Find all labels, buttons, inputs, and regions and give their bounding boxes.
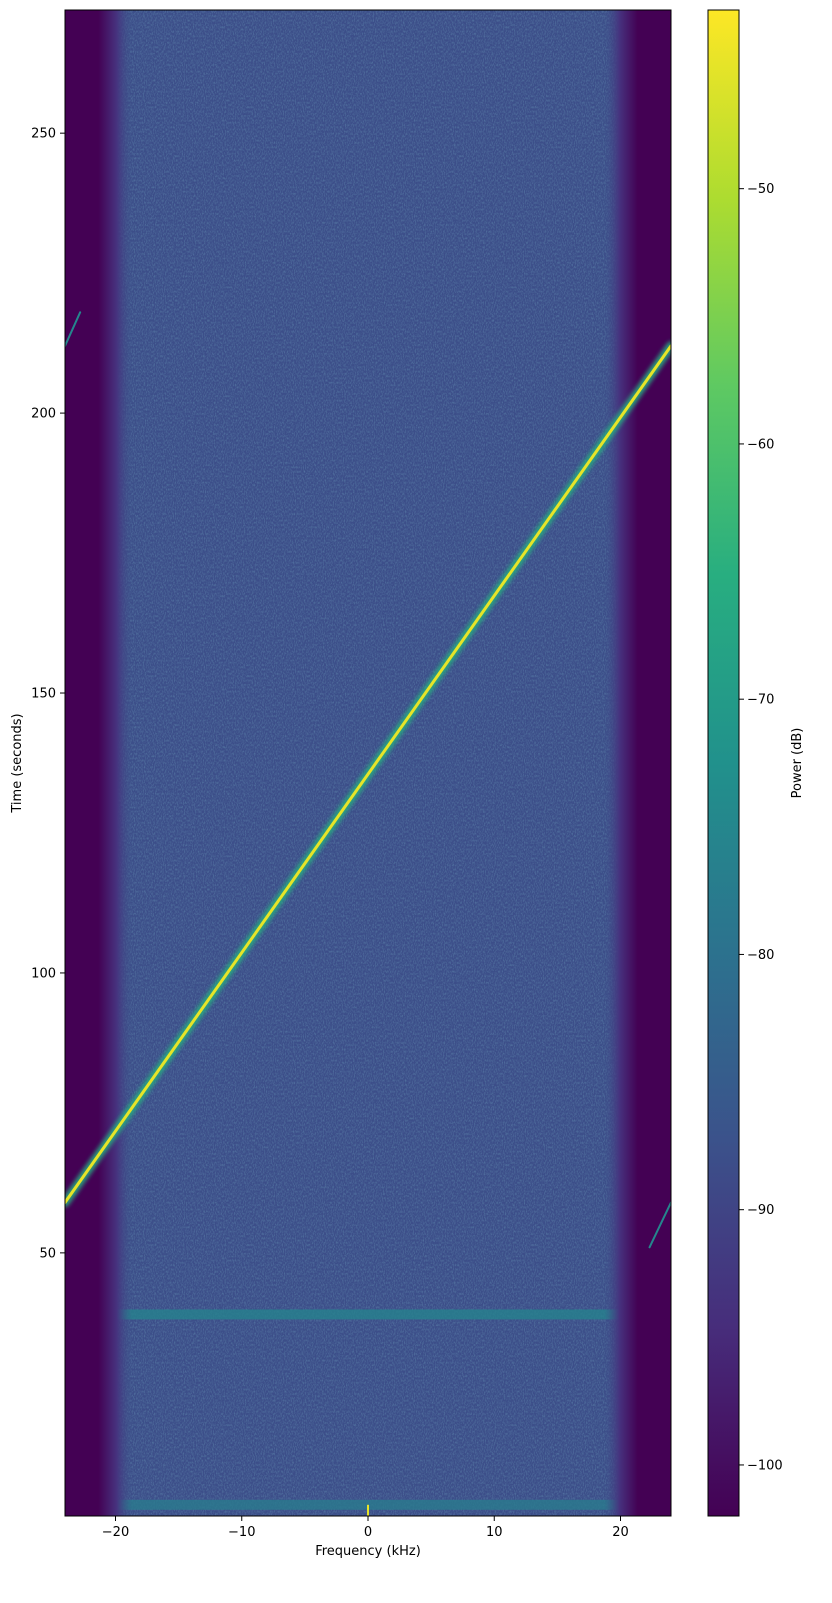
x-tick-label: 10 bbox=[486, 1525, 503, 1540]
y-tick-label: 50 bbox=[39, 1246, 56, 1261]
x-tick-label: 20 bbox=[612, 1525, 629, 1540]
colorbar-tick-label: −80 bbox=[747, 948, 774, 963]
band-edge-shading bbox=[65, 10, 671, 1516]
x-tick-label: −20 bbox=[102, 1525, 129, 1540]
plot-area bbox=[64, 9, 672, 1517]
x-axis-label: Frequency (kHz) bbox=[315, 1544, 421, 1559]
colorbar: −100 −90 −80 −70 −60 −50 Power (dB) bbox=[707, 9, 805, 1517]
dc-carrier-mark bbox=[367, 1504, 369, 1516]
colorbar-tick-label: −100 bbox=[747, 1458, 783, 1473]
colorbar-tick-label: −70 bbox=[747, 693, 774, 708]
y-tick-label: 100 bbox=[31, 966, 56, 981]
x-tick-label: −10 bbox=[228, 1525, 255, 1540]
x-tick-label: 0 bbox=[364, 1525, 372, 1540]
y-axis-label: Time (seconds) bbox=[10, 713, 25, 813]
colorbar-ticks: −100 −90 −80 −70 −60 −50 bbox=[739, 182, 783, 1473]
y-tick-label: 250 bbox=[31, 127, 56, 142]
x-axis: −20 −10 0 10 20 bbox=[102, 1516, 629, 1540]
spectrogram-image bbox=[65, 10, 671, 1516]
colorbar-gradient bbox=[707, 9, 740, 1517]
y-tick-label: 200 bbox=[31, 407, 56, 422]
chirp-line bbox=[65, 344, 671, 1204]
y-tick-label: 150 bbox=[31, 687, 56, 702]
colorbar-label: Power (dB) bbox=[790, 728, 805, 799]
y-axis: 50 100 150 200 250 bbox=[31, 127, 65, 1261]
wrapped-chirp-line bbox=[648, 1201, 671, 1249]
colorbar-tick-label: −60 bbox=[747, 437, 774, 452]
colorbar-tick-label: −50 bbox=[747, 182, 774, 197]
wrapped-chirp-line bbox=[65, 311, 82, 347]
colorbar-tick-label: −90 bbox=[747, 1203, 774, 1218]
